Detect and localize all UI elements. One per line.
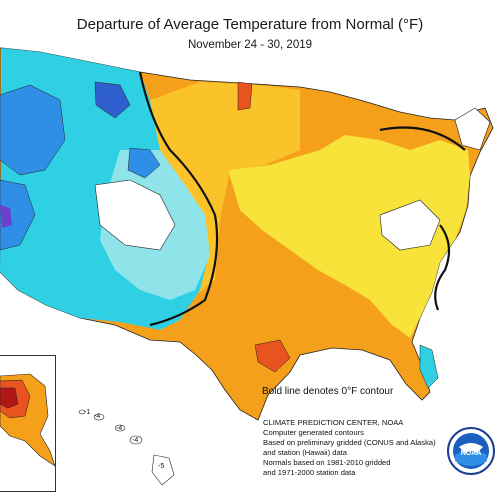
noaa-logo-text: NOAA xyxy=(461,450,482,457)
near-normal-region-east xyxy=(379,199,441,251)
blue-core-utah xyxy=(127,147,161,179)
credit-line-2: Computer generated contours xyxy=(263,428,364,437)
blue-core-montana xyxy=(94,81,131,119)
hawaii-label-3: -4 xyxy=(116,425,123,432)
credit-line-6: and 1971-2000 station data xyxy=(263,468,356,477)
map-title: Departure of Average Temperature from No… xyxy=(76,16,424,33)
hawaii-label-2: -4 xyxy=(94,413,101,420)
credit-line-1: CLIMATE PREDICTION CENTER, NOAA xyxy=(263,418,404,427)
eastern-yellow-region xyxy=(228,135,470,338)
blue-core-oregon xyxy=(0,179,36,251)
credits-block: CLIMATE PREDICTION CENTER, NOAA Computer… xyxy=(263,418,436,478)
hawaii-inset: -1 -4 -4 -4 -5 xyxy=(74,400,182,490)
florida-cyan-region xyxy=(419,344,439,389)
credit-line-4: and station (Hawaii) data xyxy=(263,448,347,457)
noaa-logo-icon: NOAA xyxy=(447,427,495,475)
contour-note: Bold line denotes 0°F contour xyxy=(262,386,394,397)
zero-degree-contour xyxy=(138,71,466,327)
hawaii-label-1: -1 xyxy=(84,409,91,416)
noaa-logo: NOAA xyxy=(447,427,495,475)
credit-line-5: Normals based on 1981-2010 gridded xyxy=(263,458,391,467)
alaska-inset xyxy=(0,355,56,492)
map-date-range: November 24 - 30, 2019 xyxy=(187,39,313,51)
credit-line-3: Based on preliminary gridded (CONUS and … xyxy=(263,438,436,447)
near-normal-region-west xyxy=(94,179,176,251)
red-spot-minnesota xyxy=(237,81,253,111)
purple-core xyxy=(0,205,12,228)
hawaii-islands xyxy=(78,409,175,486)
hawaii-label-5: -5 xyxy=(158,463,165,470)
hawaii-label-4: -4 xyxy=(132,437,139,444)
red-spot-texas xyxy=(254,339,291,373)
near-normal-region-northeast xyxy=(454,107,491,151)
alaska-map xyxy=(0,373,55,467)
blue-core-northwest xyxy=(0,84,66,176)
